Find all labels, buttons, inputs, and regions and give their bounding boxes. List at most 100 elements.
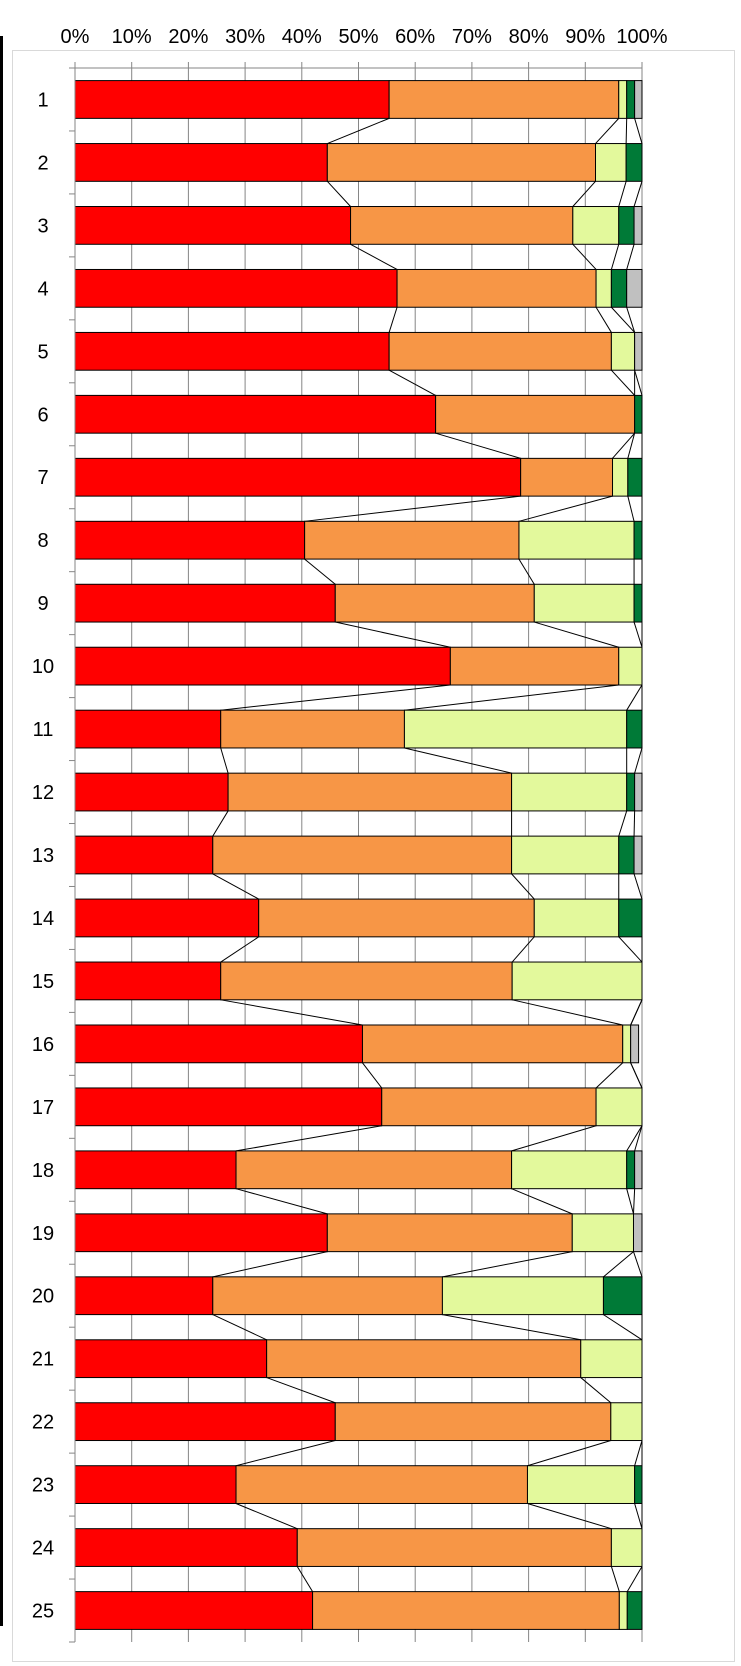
series-line [266, 1377, 336, 1404]
bar-segment [626, 1591, 643, 1630]
category-label: 7 [37, 467, 48, 489]
category-label: 8 [37, 530, 48, 552]
bar-segment [634, 394, 643, 434]
left-panel-edge [0, 36, 3, 1626]
bar-segment [74, 1150, 237, 1190]
bar-segment [388, 80, 620, 119]
series-line [534, 621, 619, 648]
series-line [388, 369, 436, 396]
bar-segment [220, 709, 405, 749]
bar-segment [626, 80, 636, 119]
bar-segment [74, 143, 328, 182]
category-label: 17 [32, 1097, 54, 1119]
series-line [626, 307, 636, 333]
category-label: 25 [32, 1601, 54, 1623]
series-line [220, 999, 363, 1026]
x-tick-label: 30% [225, 26, 265, 48]
bar-segment [212, 1276, 443, 1316]
bar-segment [74, 646, 451, 686]
bar-segment [74, 1276, 214, 1316]
bar-segment [74, 961, 222, 1001]
bar-segment [326, 1213, 573, 1253]
bar-segment [74, 268, 398, 308]
bar-segment [632, 1213, 643, 1253]
bar-segment [220, 961, 513, 1001]
bar-segment [634, 80, 643, 119]
bar-segment [74, 583, 336, 623]
series-line [518, 558, 535, 585]
series-line [518, 495, 613, 522]
series-line [572, 180, 596, 207]
series-line [603, 1251, 634, 1278]
series-line [630, 1062, 643, 1089]
bar-segment [304, 520, 520, 560]
category-label: 6 [37, 404, 48, 426]
series-line [512, 999, 623, 1026]
series-line [527, 1440, 611, 1467]
bar-segment [634, 772, 643, 812]
bar-segment [74, 1528, 298, 1567]
bar-segment [618, 898, 643, 938]
category-label: 15 [32, 971, 54, 993]
series-line [630, 999, 643, 1026]
category-label: 23 [32, 1475, 54, 1497]
category-label: 13 [32, 845, 54, 867]
bar-segment [580, 1339, 643, 1379]
series-line [511, 1188, 573, 1215]
x-tick-label: 70% [452, 26, 492, 48]
series-line [611, 369, 635, 396]
bar-segment [533, 583, 635, 623]
category-label: 18 [32, 1160, 54, 1182]
series-line [388, 307, 398, 333]
bar-segment [326, 143, 597, 182]
series-line [626, 244, 635, 270]
category-label: 2 [37, 152, 48, 174]
bar-segment [74, 1591, 314, 1630]
bar-segment [266, 1339, 582, 1379]
bar-segment [618, 646, 643, 686]
bar-segment [610, 331, 636, 371]
axes [69, 62, 643, 1643]
category-label: 1 [37, 89, 48, 111]
chart-frame [12, 50, 735, 1662]
category-label: 24 [32, 1538, 54, 1560]
bar-segment [350, 206, 574, 245]
category-labels: 1234567891011121314151617181920212223242… [32, 89, 54, 1622]
bar-segment [634, 1150, 643, 1190]
bar-segment [74, 1024, 363, 1064]
series-line [633, 810, 636, 837]
bar-segment [618, 1591, 628, 1630]
bar-segment [511, 772, 628, 812]
bar-segment [626, 772, 636, 812]
bar-segment [612, 457, 629, 497]
series-line [527, 1503, 612, 1530]
series-line [212, 1314, 267, 1341]
bar-segment [74, 520, 306, 560]
x-tick-labels: 0% 10% 20% 30% 40% 50% 60% 70% 80% 90% 100% [61, 26, 668, 48]
bar-segment [518, 520, 635, 560]
bar-segment [74, 206, 352, 245]
bar-segment [74, 331, 390, 371]
series-line [235, 1188, 328, 1215]
series-line [627, 496, 635, 522]
series-line [626, 1566, 643, 1592]
series-line [618, 936, 643, 963]
series-line [296, 1566, 314, 1592]
series-line [404, 747, 512, 774]
series-line [634, 118, 643, 144]
series-line [618, 810, 628, 837]
bar-segment [526, 1465, 636, 1504]
bar-segment [74, 457, 522, 497]
bar-segment [74, 1213, 328, 1253]
series-line [632, 1188, 636, 1214]
bar-segment [74, 835, 214, 875]
category-label: 10 [32, 656, 54, 678]
bar-segment [435, 394, 636, 434]
bar-segment [618, 80, 628, 119]
series-line [611, 306, 635, 333]
bar-segment [572, 206, 620, 245]
bar-segment [634, 331, 643, 371]
bar-segment [441, 1276, 604, 1316]
category-label: 3 [37, 215, 48, 237]
